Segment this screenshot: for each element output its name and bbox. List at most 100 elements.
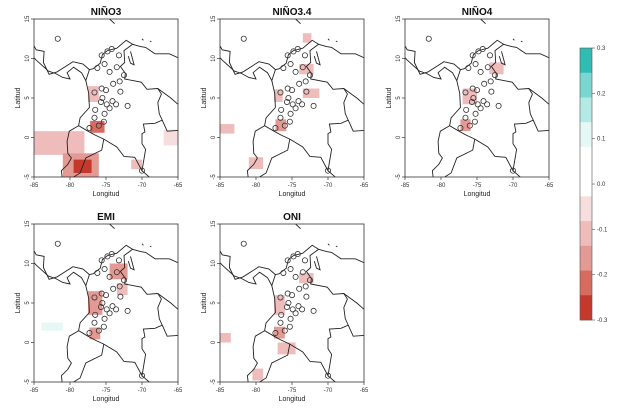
station-marker	[124, 102, 131, 109]
colorbar-segment	[580, 97, 592, 123]
anomaly-patch	[299, 272, 314, 284]
y-tick-label: 15	[25, 220, 31, 227]
map-panel-svg: ONI -85 -80 -75 -70 -65 15 10 5 0 -5 Longitud Latitu…	[201, 212, 369, 403]
colorbar-tick-label: 0.1	[597, 137, 606, 143]
station-marker	[477, 105, 484, 112]
station-marker	[301, 257, 308, 264]
map-panel-5: ONI -85 -80 -75 -70 -65 15 10 5 0 -5 Longitud Latitu…	[196, 210, 382, 420]
colorbar-segment	[580, 295, 592, 321]
plot-area	[220, 19, 364, 177]
station-marker	[488, 88, 495, 95]
x-tick-label: -85	[30, 183, 39, 189]
x-tick-label: -65	[360, 183, 369, 189]
coastline	[532, 119, 549, 132]
station-marker	[101, 61, 108, 68]
coastline	[34, 57, 87, 81]
anomaly-patch	[274, 326, 285, 339]
station-marker	[457, 125, 464, 132]
colorbar-tick-label: 0.0	[597, 182, 606, 188]
station-marker	[495, 102, 502, 109]
y-axis-label: Latitud	[15, 292, 22, 313]
coastline	[60, 125, 79, 177]
y-axis-label: Latitud	[386, 87, 393, 108]
station-marker	[113, 269, 120, 276]
colorbar-tick-label: 0.2	[597, 91, 606, 97]
y-tick-label: 5	[211, 96, 217, 100]
panel-title: NIÑO3.4	[273, 5, 312, 18]
station-marker	[100, 118, 107, 125]
station-marker	[91, 89, 98, 96]
station-marker	[91, 114, 98, 121]
x-tick-label: -85	[30, 388, 39, 394]
x-axis-label: Longitud	[279, 191, 306, 198]
anomaly-patch	[241, 107, 264, 114]
colorbar-segment	[580, 196, 592, 222]
station-marker	[281, 122, 288, 129]
coastline	[34, 262, 87, 286]
y-tick-label: -5	[211, 379, 217, 385]
anomaly-patch	[248, 157, 264, 170]
x-tick-label: -80	[437, 183, 446, 189]
anomaly-patch	[437, 107, 459, 114]
station-marker	[301, 52, 308, 59]
plot-area	[220, 224, 364, 382]
station-marker	[484, 64, 491, 71]
coastline	[295, 19, 301, 25]
x-tick-label: -70	[138, 388, 147, 394]
station-marker	[280, 64, 287, 71]
coastline	[313, 51, 321, 66]
station-marker	[98, 257, 105, 264]
coastline-layer	[405, 19, 549, 177]
coastline	[503, 43, 549, 59]
y-tick-label: 10	[211, 260, 217, 267]
anomaly-patch	[302, 33, 312, 43]
colorbar-segment	[580, 270, 592, 296]
station-marker	[465, 64, 472, 71]
station-marker	[94, 269, 101, 276]
colorbar-segment	[580, 221, 592, 247]
station-marker	[110, 285, 117, 292]
y-tick-label: 10	[396, 55, 402, 62]
y-tick-label: 5	[25, 301, 31, 305]
station-marker	[106, 68, 113, 75]
station-marker	[101, 110, 108, 117]
coastline	[528, 88, 549, 105]
station-marker	[106, 273, 113, 280]
map-panel-svg: NIÑO3.4 -85 -80 -75 -70 -65 15 10 5 0 -5 Longitud La…	[201, 5, 369, 198]
anomaly-patch	[220, 124, 235, 134]
station-marker	[481, 80, 488, 87]
coastline	[127, 51, 135, 66]
station-marker	[283, 303, 290, 310]
x-axis-label: Longitud	[93, 396, 120, 403]
x-axis-label: Longitud	[279, 396, 306, 403]
station-marker	[468, 98, 475, 105]
y-tick-label: 0	[396, 135, 402, 139]
station-marker	[492, 72, 499, 79]
y-tick-label: 0	[25, 135, 31, 139]
coastline	[480, 19, 486, 25]
station-marker	[108, 251, 115, 258]
coastline	[498, 51, 506, 66]
map-panel-svg: NIÑO3 -85 -80 -75 -70 -65 15 10 5 0 -5 Longitud Lati…	[15, 5, 183, 198]
anomaly-patch	[299, 64, 314, 75]
coastline	[109, 224, 115, 230]
station-marker	[106, 105, 113, 112]
y-tick-label: 0	[211, 135, 217, 139]
station-marker	[109, 303, 116, 310]
y-tick-label: 0	[25, 340, 31, 344]
station-marker	[307, 72, 314, 79]
coastline	[327, 375, 336, 382]
station-marker	[292, 68, 299, 75]
coastline	[157, 88, 178, 105]
anomaly-patch	[41, 322, 63, 331]
station-marker	[103, 306, 110, 313]
station-marker	[110, 80, 117, 87]
coastline	[132, 43, 178, 59]
station-marker	[470, 95, 477, 102]
colorbar-segment	[580, 122, 592, 148]
station-marker	[54, 240, 61, 247]
x-tick-label: -65	[360, 388, 369, 394]
station-marker	[115, 257, 122, 264]
colorbar-segment	[580, 171, 592, 197]
station-marker	[480, 98, 487, 105]
